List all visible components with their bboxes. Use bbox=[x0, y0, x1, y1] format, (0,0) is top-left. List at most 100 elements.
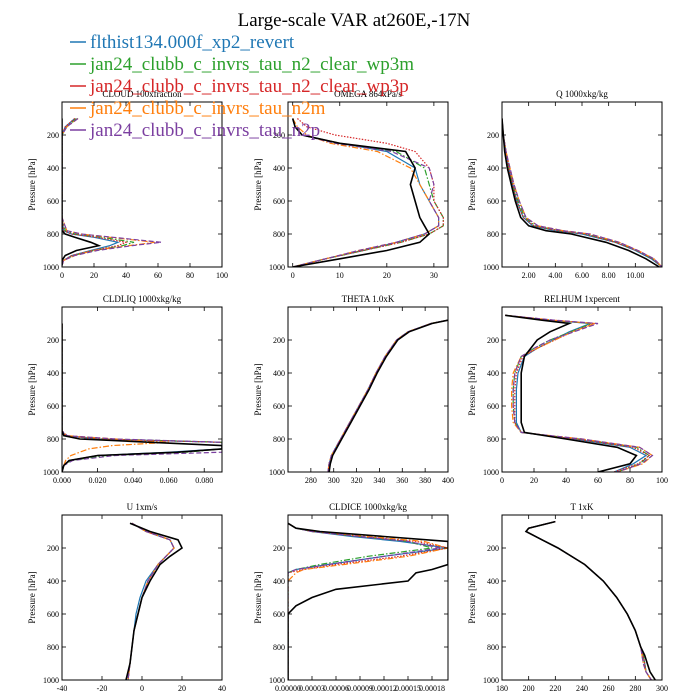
panel-3-xtick-label-0: 0.000 bbox=[53, 476, 71, 485]
panel-8-series-3 bbox=[525, 521, 652, 680]
panel-2: Q 1000xkg/kg 200 400 600 800 1000 Pressure [hP… bbox=[467, 89, 663, 280]
panel-2-series-4 bbox=[502, 118, 662, 267]
panel-1-title: OMEGA 864xPa/s bbox=[334, 89, 402, 99]
figure-title: Large-scale VAR at260E,-17N bbox=[238, 10, 471, 31]
panel-1-ytick-label-4: 1000 bbox=[269, 263, 285, 272]
panel-4-series-control bbox=[328, 319, 448, 472]
panel-4: THETA 1.0xK 200 400 600 800 1000 Pressure [hPa… bbox=[253, 294, 454, 485]
panel-4-series-2 bbox=[327, 319, 448, 472]
panel-5-xtick-label-3: 60 bbox=[594, 476, 602, 485]
panel-1-xtick-label-3: 30 bbox=[430, 271, 438, 280]
panel-0-xtick-label-4: 80 bbox=[186, 271, 194, 280]
panel-2-ytick-label-2: 600 bbox=[487, 197, 499, 206]
panel-6-ytick-label-0: 200 bbox=[47, 544, 59, 553]
panel-5-xtick-label-2: 40 bbox=[562, 476, 570, 485]
panel-6-series-3 bbox=[127, 522, 175, 680]
panel-0-title: CLOUD 100xfraction bbox=[102, 89, 182, 99]
panel-5-ytick-label-4: 1000 bbox=[483, 468, 499, 477]
panel-6-xtick-label-4: 40 bbox=[218, 684, 226, 693]
panel-5-ylabel: Pressure [hPa] bbox=[467, 363, 477, 415]
panel-3-series-control bbox=[62, 323, 222, 472]
panel-0-frame bbox=[61, 101, 223, 268]
panel-7-xtick-label-6: 0.00018 bbox=[419, 684, 445, 693]
panel-0-xtick-label-5: 100 bbox=[216, 271, 228, 280]
panel-4-xtick-label-6: 400 bbox=[442, 476, 454, 485]
panel-1-lines bbox=[291, 118, 444, 267]
panel-6-ytick-label-1: 400 bbox=[47, 577, 59, 586]
panel-2-series-1 bbox=[502, 118, 662, 267]
panel-5-xtick-label-5: 100 bbox=[656, 476, 668, 485]
panel-5-series-3 bbox=[505, 314, 654, 472]
panel-8-series-1 bbox=[525, 521, 652, 680]
panel-0-ytick-label-0: 200 bbox=[47, 131, 59, 140]
panel-2-ytick-label-0: 200 bbox=[487, 131, 499, 140]
panel-4-xtick-label-0: 280 bbox=[305, 476, 317, 485]
panel-0-ylabel: Pressure [hPa] bbox=[27, 158, 37, 210]
panel-5-series-0 bbox=[505, 314, 648, 472]
panel-4-lines bbox=[327, 319, 448, 472]
panel-4-ytick-label-2: 600 bbox=[273, 402, 285, 411]
panel-0-ytick-label-1: 400 bbox=[47, 164, 59, 173]
panel-7-series-control bbox=[288, 522, 448, 680]
panel-8-ytick-label-2: 600 bbox=[487, 610, 499, 619]
panel-4-ytick-label-4: 1000 bbox=[269, 468, 285, 477]
panel-2-lines bbox=[502, 118, 662, 267]
panel-7-xtick-label-4: 0.00012 bbox=[371, 684, 397, 693]
panel-2-ylabel: Pressure [hPa] bbox=[467, 158, 477, 210]
panel-4-ytick-label-0: 200 bbox=[273, 336, 285, 345]
panel-1-frame bbox=[287, 101, 449, 268]
panel-3-ytick-label-4: 1000 bbox=[43, 468, 59, 477]
panel-3-ylabel: Pressure [hPa] bbox=[27, 363, 37, 415]
panel-2-series-0 bbox=[502, 118, 662, 267]
panel-1-ytick-label-1: 400 bbox=[273, 164, 285, 173]
panel-7-ytick-label-1: 400 bbox=[273, 577, 285, 586]
panel-3-xtick-label-4: 0.080 bbox=[195, 476, 213, 485]
panel-8: T 1xK 200 400 600 800 1000 Pressure [hPa] 180 20… bbox=[467, 502, 668, 693]
legend-item-2: jan24_clubb_c_invrs_tau_n2_clear_wp3p bbox=[89, 76, 409, 97]
panel-2-xtick-label-2: 6.00 bbox=[575, 271, 589, 280]
panel-5-xtick-label-4: 80 bbox=[626, 476, 634, 485]
panel-3-series-3 bbox=[62, 323, 169, 472]
panel-6-title: U 1xm/s bbox=[127, 502, 158, 512]
panel-0-series-4 bbox=[62, 118, 162, 266]
panel-6-series-control bbox=[125, 522, 184, 680]
panel-8-xtick-label-4: 260 bbox=[603, 684, 615, 693]
panel-7-xtick-label-0: 0.00000 bbox=[275, 684, 301, 693]
panel-4-ytick-label-3: 800 bbox=[273, 435, 285, 444]
panel-0-ytick-label-2: 600 bbox=[47, 197, 59, 206]
panel-4-series-1 bbox=[327, 319, 448, 472]
panel-4-xtick-label-3: 340 bbox=[373, 476, 385, 485]
legend-item-4: jan24_clubb_c_invrs_tau_n2p bbox=[89, 120, 320, 141]
panel-0-xtick-label-1: 20 bbox=[90, 271, 98, 280]
panel-2-ytick-label-3: 800 bbox=[487, 230, 499, 239]
panel-4-ylabel: Pressure [hPa] bbox=[253, 363, 263, 415]
panel-3-lines bbox=[62, 323, 222, 472]
panel-3-ytick-label-0: 200 bbox=[47, 336, 59, 345]
panel-7-series-1 bbox=[288, 522, 433, 680]
panel-3-ytick-label-1: 400 bbox=[47, 369, 59, 378]
panel-7-title: CLDICE 1000xkg/kg bbox=[329, 502, 407, 512]
panel-3-ytick-label-2: 600 bbox=[47, 402, 59, 411]
panel-6-ylabel: Pressure [hPa] bbox=[27, 571, 37, 623]
panel-6-ytick-label-2: 600 bbox=[47, 610, 59, 619]
panel-8-series-4 bbox=[525, 521, 652, 680]
panel-2-xtick-label-0: 2.00 bbox=[522, 271, 536, 280]
panel-8-ytick-label-3: 800 bbox=[487, 643, 499, 652]
panel-2-series-control bbox=[502, 118, 660, 267]
panel-4-xtick-label-2: 320 bbox=[351, 476, 363, 485]
panel-7: CLDICE 1000xkg/kg 200 400 600 800 1000 Pressur… bbox=[253, 502, 449, 693]
panel-5-ytick-label-3: 800 bbox=[487, 435, 499, 444]
panel-7-xtick-label-2: 0.00006 bbox=[323, 684, 349, 693]
panel-8-ytick-label-4: 1000 bbox=[483, 676, 499, 685]
panel-3-xtick-label-2: 0.040 bbox=[124, 476, 142, 485]
panel-7-series-2 bbox=[288, 522, 448, 680]
panel-4-title: THETA 1.0xK bbox=[342, 294, 395, 304]
panel-6-series-0 bbox=[127, 522, 175, 680]
panel-7-xtick-label-3: 0.00009 bbox=[347, 684, 373, 693]
panel-1-xtick-label-2: 20 bbox=[383, 271, 391, 280]
panel-6-xtick-label-2: 0 bbox=[140, 684, 144, 693]
panel-8-series-2 bbox=[525, 521, 652, 680]
panel-3-title: CLDLIQ 1000xkg/kg bbox=[103, 294, 182, 304]
